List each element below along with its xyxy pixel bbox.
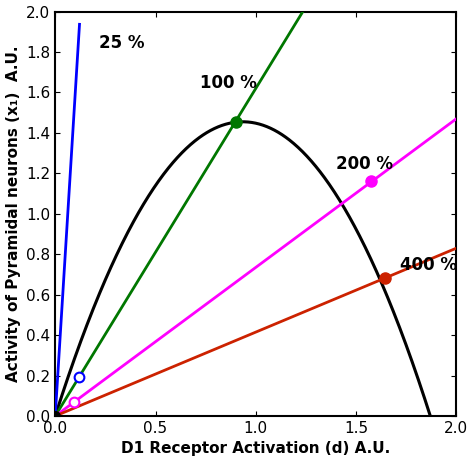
Text: 400 %: 400 % bbox=[400, 256, 457, 274]
X-axis label: D1 Receptor Activation (d) A.U.: D1 Receptor Activation (d) A.U. bbox=[121, 442, 391, 456]
Y-axis label: Activity of Pyramidal neurons (x₁)  A.U.: Activity of Pyramidal neurons (x₁) A.U. bbox=[6, 46, 20, 382]
Text: 100 %: 100 % bbox=[200, 74, 256, 92]
Text: 200 %: 200 % bbox=[336, 155, 393, 173]
Text: 25 %: 25 % bbox=[100, 34, 145, 52]
